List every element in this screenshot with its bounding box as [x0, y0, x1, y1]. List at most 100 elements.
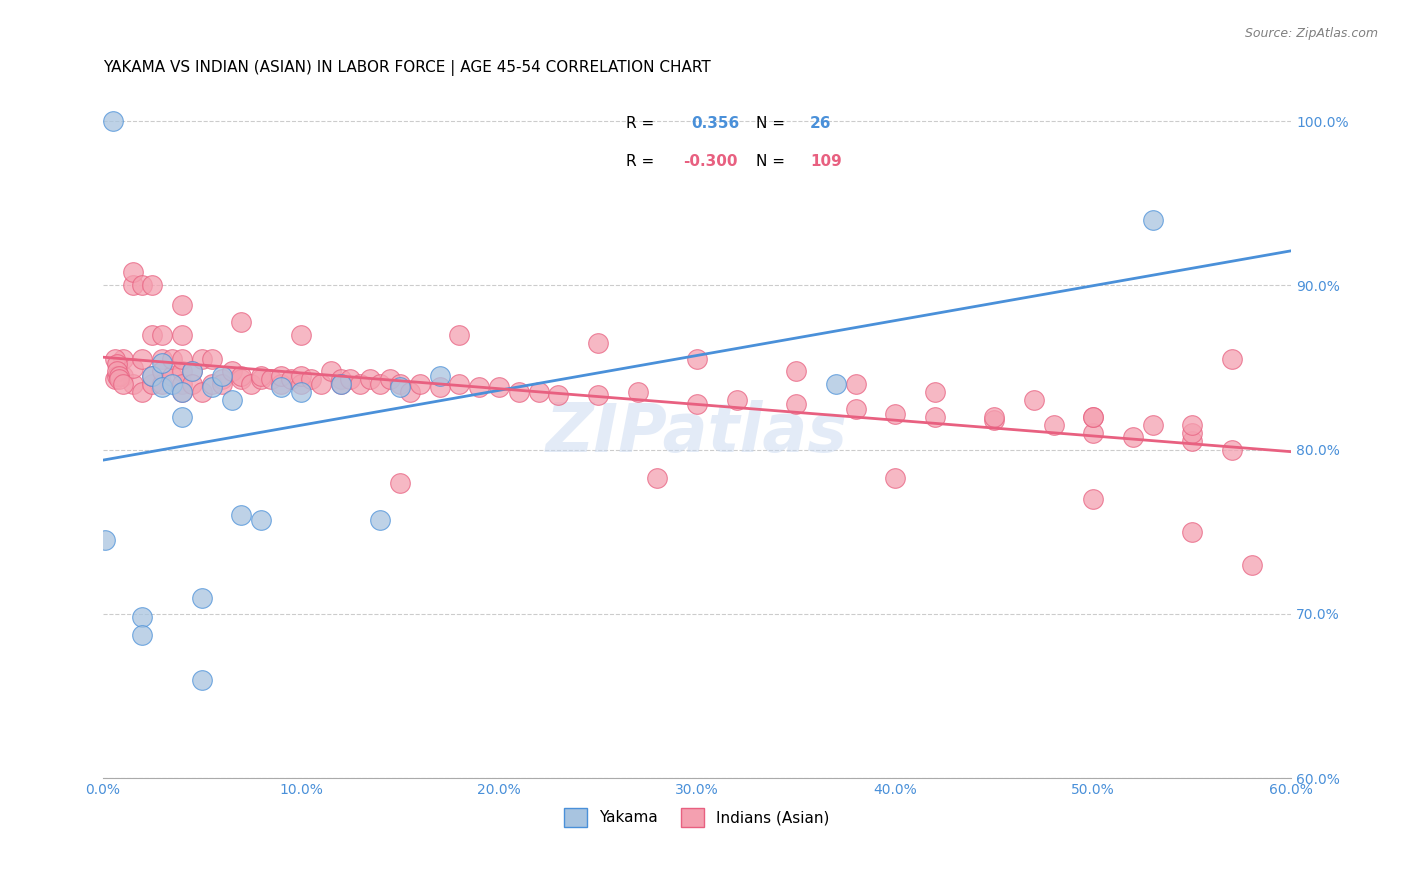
Point: [101, 114, 124, 128]
Point: [221, 364, 243, 378]
Point: [359, 372, 381, 386]
Point: [201, 352, 224, 367]
Point: [141, 368, 163, 383]
Point: [170, 327, 193, 342]
Point: [884, 407, 907, 421]
Point: [1083, 409, 1105, 424]
Point: [94, 533, 117, 547]
Point: [1181, 434, 1204, 449]
Point: [105, 368, 128, 383]
Point: [388, 376, 411, 391]
Point: [429, 380, 451, 394]
Point: [170, 376, 193, 391]
Point: [398, 385, 420, 400]
Point: [449, 327, 471, 342]
Text: 26: 26: [810, 116, 831, 131]
Point: [121, 265, 143, 279]
Point: [1083, 426, 1105, 441]
Point: [339, 372, 361, 386]
Point: [250, 513, 273, 527]
Point: [150, 376, 173, 391]
Point: [170, 409, 193, 424]
Point: [131, 278, 153, 293]
Point: [924, 409, 946, 424]
Point: [121, 376, 143, 391]
Point: [121, 278, 143, 293]
Point: [1220, 352, 1243, 367]
Point: [121, 360, 143, 375]
Legend: Yakama, Indians (Asian): Yakama, Indians (Asian): [558, 802, 835, 832]
Point: [1083, 491, 1105, 506]
Point: [131, 610, 153, 624]
Text: N =: N =: [756, 153, 786, 169]
Point: [429, 368, 451, 383]
Point: [884, 470, 907, 484]
Point: [160, 376, 183, 391]
Point: [270, 376, 292, 391]
Point: [388, 475, 411, 490]
Point: [290, 327, 312, 342]
Point: [409, 376, 432, 391]
Point: [280, 372, 302, 386]
Point: [388, 380, 411, 394]
Point: [270, 380, 292, 394]
Point: [150, 352, 173, 367]
Point: [181, 376, 204, 391]
Point: [231, 372, 253, 386]
Point: [104, 352, 127, 367]
Point: [1181, 524, 1204, 539]
Point: [1220, 442, 1243, 457]
Text: -0.300: -0.300: [683, 153, 737, 169]
Point: [170, 385, 193, 400]
Point: [527, 385, 550, 400]
Point: [150, 327, 173, 342]
Point: [309, 376, 332, 391]
Point: [1240, 558, 1263, 572]
Point: [105, 357, 128, 371]
Point: [1142, 417, 1164, 432]
Point: [150, 356, 173, 370]
Point: [1142, 212, 1164, 227]
Point: [368, 376, 391, 391]
Point: [250, 372, 273, 386]
Point: [290, 368, 312, 383]
Point: [508, 385, 530, 400]
Point: [368, 513, 391, 527]
Point: [844, 376, 866, 391]
Point: [329, 372, 352, 386]
Point: [329, 376, 352, 391]
Text: R =: R =: [626, 116, 654, 131]
Point: [329, 376, 352, 391]
Point: [141, 327, 163, 342]
Point: [131, 385, 153, 400]
Text: 109: 109: [810, 153, 842, 169]
Point: [1181, 417, 1204, 432]
Point: [191, 385, 214, 400]
Point: [270, 368, 292, 383]
Point: [221, 393, 243, 408]
Point: [141, 278, 163, 293]
Point: [983, 409, 1005, 424]
Text: YAKAMA VS INDIAN (ASIAN) IN LABOR FORCE | AGE 45-54 CORRELATION CHART: YAKAMA VS INDIAN (ASIAN) IN LABOR FORCE …: [103, 60, 710, 76]
Text: 0.356: 0.356: [692, 116, 740, 131]
Point: [488, 380, 510, 394]
Point: [647, 470, 669, 484]
Point: [349, 376, 371, 391]
Point: [319, 364, 342, 378]
Point: [111, 376, 134, 391]
Point: [299, 372, 322, 386]
Point: [547, 388, 569, 402]
Point: [586, 388, 609, 402]
Point: [181, 364, 204, 378]
Point: [686, 352, 709, 367]
Point: [725, 393, 748, 408]
Text: Source: ZipAtlas.com: Source: ZipAtlas.com: [1244, 27, 1378, 40]
Point: [468, 380, 491, 394]
Point: [250, 368, 273, 383]
Point: [1083, 409, 1105, 424]
Point: [231, 368, 253, 383]
Point: [181, 364, 204, 378]
Point: [150, 380, 173, 394]
Point: [449, 376, 471, 391]
Point: [290, 376, 312, 391]
